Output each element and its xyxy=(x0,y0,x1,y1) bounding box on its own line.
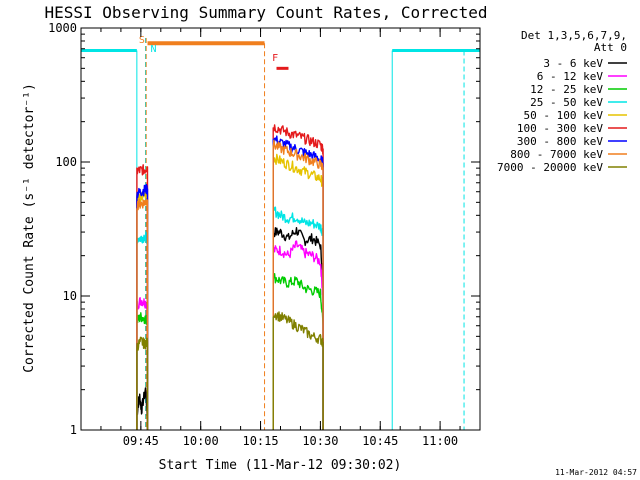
x-tick-label-1: 10:00 xyxy=(183,434,219,448)
series-line-5-segment-1 xyxy=(272,124,324,430)
f-marker-label: F xyxy=(272,53,278,64)
series-line-2-segment-0 xyxy=(136,312,149,430)
y-tick-label-3: 1000 xyxy=(48,21,77,35)
x-tick-label-3: 10:30 xyxy=(302,434,338,448)
x-tick-label-5: 11:00 xyxy=(422,434,458,448)
legend-label-0: 3 - 6 keV xyxy=(543,57,603,70)
series-line-4-segment-1 xyxy=(272,153,324,430)
x-tick-label-0: 09:45 xyxy=(123,434,159,448)
series-line-3-segment-1 xyxy=(272,205,324,430)
legend-label-4: 50 - 100 keV xyxy=(524,109,604,122)
legend-label-2: 12 - 25 keV xyxy=(530,83,603,96)
legend-subheader: Att 0 xyxy=(594,41,627,54)
count-rate-series xyxy=(136,124,324,430)
series-line-0-segment-0 xyxy=(136,387,149,430)
series-line-1-segment-1 xyxy=(272,240,324,430)
y-axis-label: Corrected Count Rate (s⁻¹ detector⁻¹) xyxy=(22,83,37,373)
legend-label-3: 25 - 50 keV xyxy=(530,96,603,109)
y-tick-label-1: 10 xyxy=(63,289,77,303)
x-axis-label: Start Time (11-Mar-12 09:30:02) xyxy=(159,458,402,473)
series-line-8-segment-0 xyxy=(136,336,149,430)
axes: 1 10 100 1000 09:45 10:00 10:15 10:30 10:45 11:00 xyxy=(48,21,481,448)
legend-label-1: 6 - 12 keV xyxy=(537,70,604,83)
legend-label-6: 300 - 800 keV xyxy=(517,135,603,148)
x-tick-label-2: 10:15 xyxy=(242,434,278,448)
y-tick-label-0: 1 xyxy=(70,423,77,437)
footer-stamp: 11-Mar-2012 04:57 xyxy=(555,468,637,477)
series-line-8-segment-1 xyxy=(272,311,324,430)
legend-header: Det 1,3,5,6,7,9, xyxy=(521,29,627,42)
series-line-6-segment-0 xyxy=(136,183,149,430)
series-line-5-segment-0 xyxy=(136,164,149,430)
series-line-1-segment-0 xyxy=(136,297,149,430)
chart-title: HESSI Observing Summary Count Rates, Cor… xyxy=(44,3,487,22)
series-line-3-segment-0 xyxy=(136,231,149,430)
series-line-2-segment-1 xyxy=(272,273,324,430)
s-marker-label: S xyxy=(139,35,145,46)
series-line-7-segment-0 xyxy=(136,198,149,430)
legend-label-8: 7000 - 20000 keV xyxy=(497,161,603,174)
y-tick-label-2: 100 xyxy=(55,155,77,169)
n-marker-label: N xyxy=(151,44,157,55)
series-line-0-segment-1 xyxy=(272,226,324,430)
series-line-7-segment-1 xyxy=(272,139,324,430)
x-tick-label-4: 10:45 xyxy=(362,434,398,448)
legend-label-7: 800 - 7000 keV xyxy=(510,148,603,161)
legend-label-5: 100 - 300 keV xyxy=(517,122,603,135)
